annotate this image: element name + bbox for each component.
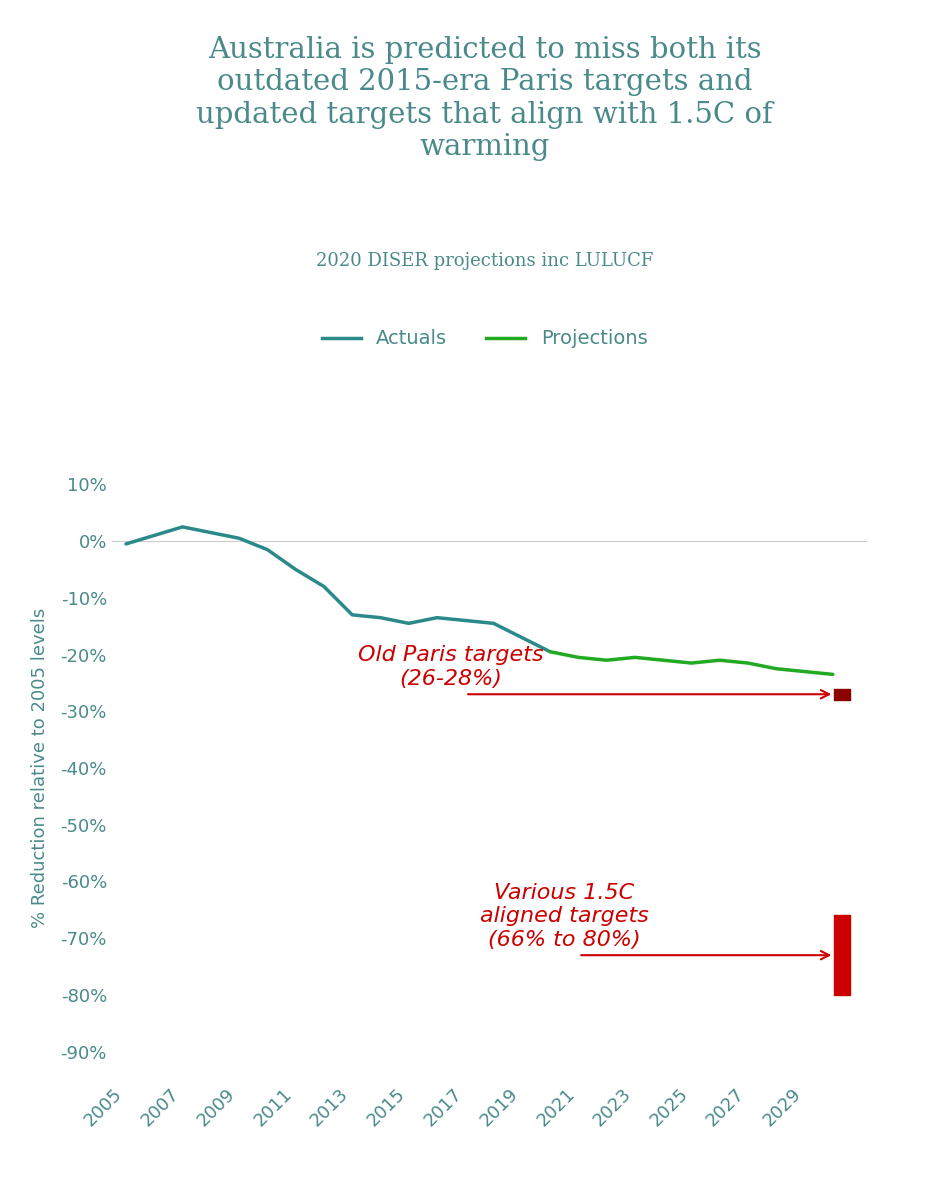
Legend: Actuals, Projections: Actuals, Projections bbox=[314, 322, 655, 356]
Y-axis label: % Reduction relative to 2005 levels: % Reduction relative to 2005 levels bbox=[32, 608, 49, 928]
Text: Australia is predicted to miss both its
outdated 2015-era Paris targets and
upda: Australia is predicted to miss both its … bbox=[197, 36, 773, 161]
Text: Various 1.5C
aligned targets
(66% to 80%): Various 1.5C aligned targets (66% to 80%… bbox=[480, 883, 649, 949]
Text: Old Paris targets
(26-28%): Old Paris targets (26-28%) bbox=[358, 646, 544, 689]
Text: 2020 DISER projections inc LULUCF: 2020 DISER projections inc LULUCF bbox=[316, 252, 653, 270]
